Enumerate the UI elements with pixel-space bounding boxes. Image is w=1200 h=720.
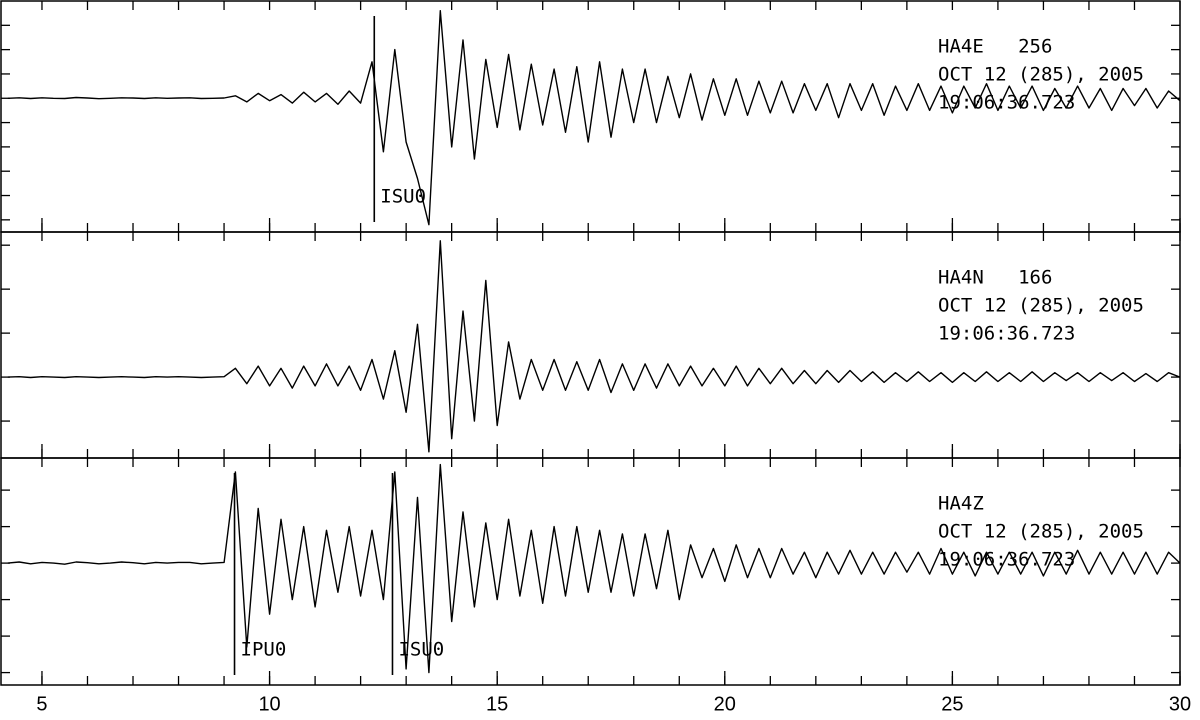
trace-label: 19:06:36.723 [938,92,1075,114]
x-tick-label: 15 [486,693,508,715]
x-tick-label: 30 [1169,693,1191,715]
trace-label: HA4N 166 [938,267,1052,289]
panel-frame [0,457,1181,686]
waveform [7,240,1181,453]
trace-label: OCT 12 (285), 2005 [938,64,1144,86]
trace-label: 19:06:36.723 [938,549,1075,571]
phase-label: ISU0 [398,639,444,661]
x-tick-label: 5 [36,693,47,715]
trace-label: OCT 12 (285), 2005 [938,295,1144,317]
trace-label: OCT 12 (285), 2005 [938,521,1144,543]
trace-label: HA4Z [938,493,984,515]
trace-label: HA4E 256 [938,36,1052,58]
x-tick-label: 10 [258,693,280,715]
x-tick-label: 25 [941,693,963,715]
trace-label: 19:06:36.723 [938,323,1075,345]
x-tick-label: 20 [714,693,736,715]
waveform [7,10,1181,226]
phase-label: ISU0 [380,186,426,208]
waveform [7,463,1181,674]
phase-label: IPU0 [241,639,287,661]
